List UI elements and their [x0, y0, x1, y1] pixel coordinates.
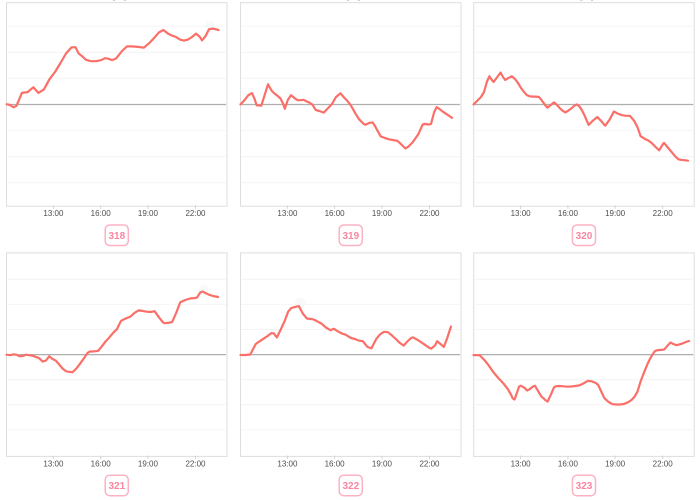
svg-text:16:00: 16:00	[91, 459, 112, 468]
svg-text:323: 323	[576, 481, 593, 492]
svg-text:321: 321	[108, 481, 125, 492]
svg-text:22:00: 22:00	[185, 209, 206, 218]
svg-text:22:00: 22:00	[653, 209, 674, 218]
svg-text:19:00: 19:00	[605, 459, 626, 468]
svg-text:16:00: 16:00	[558, 459, 579, 468]
svg-text:16:00: 16:00	[325, 209, 346, 218]
svg-text:13:00: 13:00	[43, 209, 64, 218]
svg-text:22:00: 22:00	[653, 459, 674, 468]
svg-text:318: 318	[108, 231, 125, 242]
svg-text:19:00: 19:00	[138, 459, 159, 468]
svg-text:319: 319	[342, 231, 359, 242]
svg-text:13:00: 13:00	[277, 459, 298, 468]
svg-text:22:00: 22:00	[185, 459, 206, 468]
svg-text:16:00: 16:00	[558, 209, 579, 218]
svg-text:322: 322	[342, 481, 359, 492]
svg-text:13:00: 13:00	[43, 459, 64, 468]
svg-text:19:00: 19:00	[138, 209, 159, 218]
svg-text:16:00: 16:00	[91, 209, 112, 218]
svg-text:13:00: 13:00	[277, 209, 298, 218]
svg-text:22:00: 22:00	[419, 209, 440, 218]
svg-text:320: 320	[576, 231, 593, 242]
svg-text:22:00: 22:00	[419, 459, 440, 468]
svg-text:19:00: 19:00	[372, 209, 393, 218]
svg-text:16:00: 16:00	[325, 459, 346, 468]
svg-text:19:00: 19:00	[372, 459, 393, 468]
svg-text:19:00: 19:00	[605, 209, 626, 218]
svg-text:13:00: 13:00	[511, 459, 532, 468]
svg-text:13:00: 13:00	[511, 209, 532, 218]
